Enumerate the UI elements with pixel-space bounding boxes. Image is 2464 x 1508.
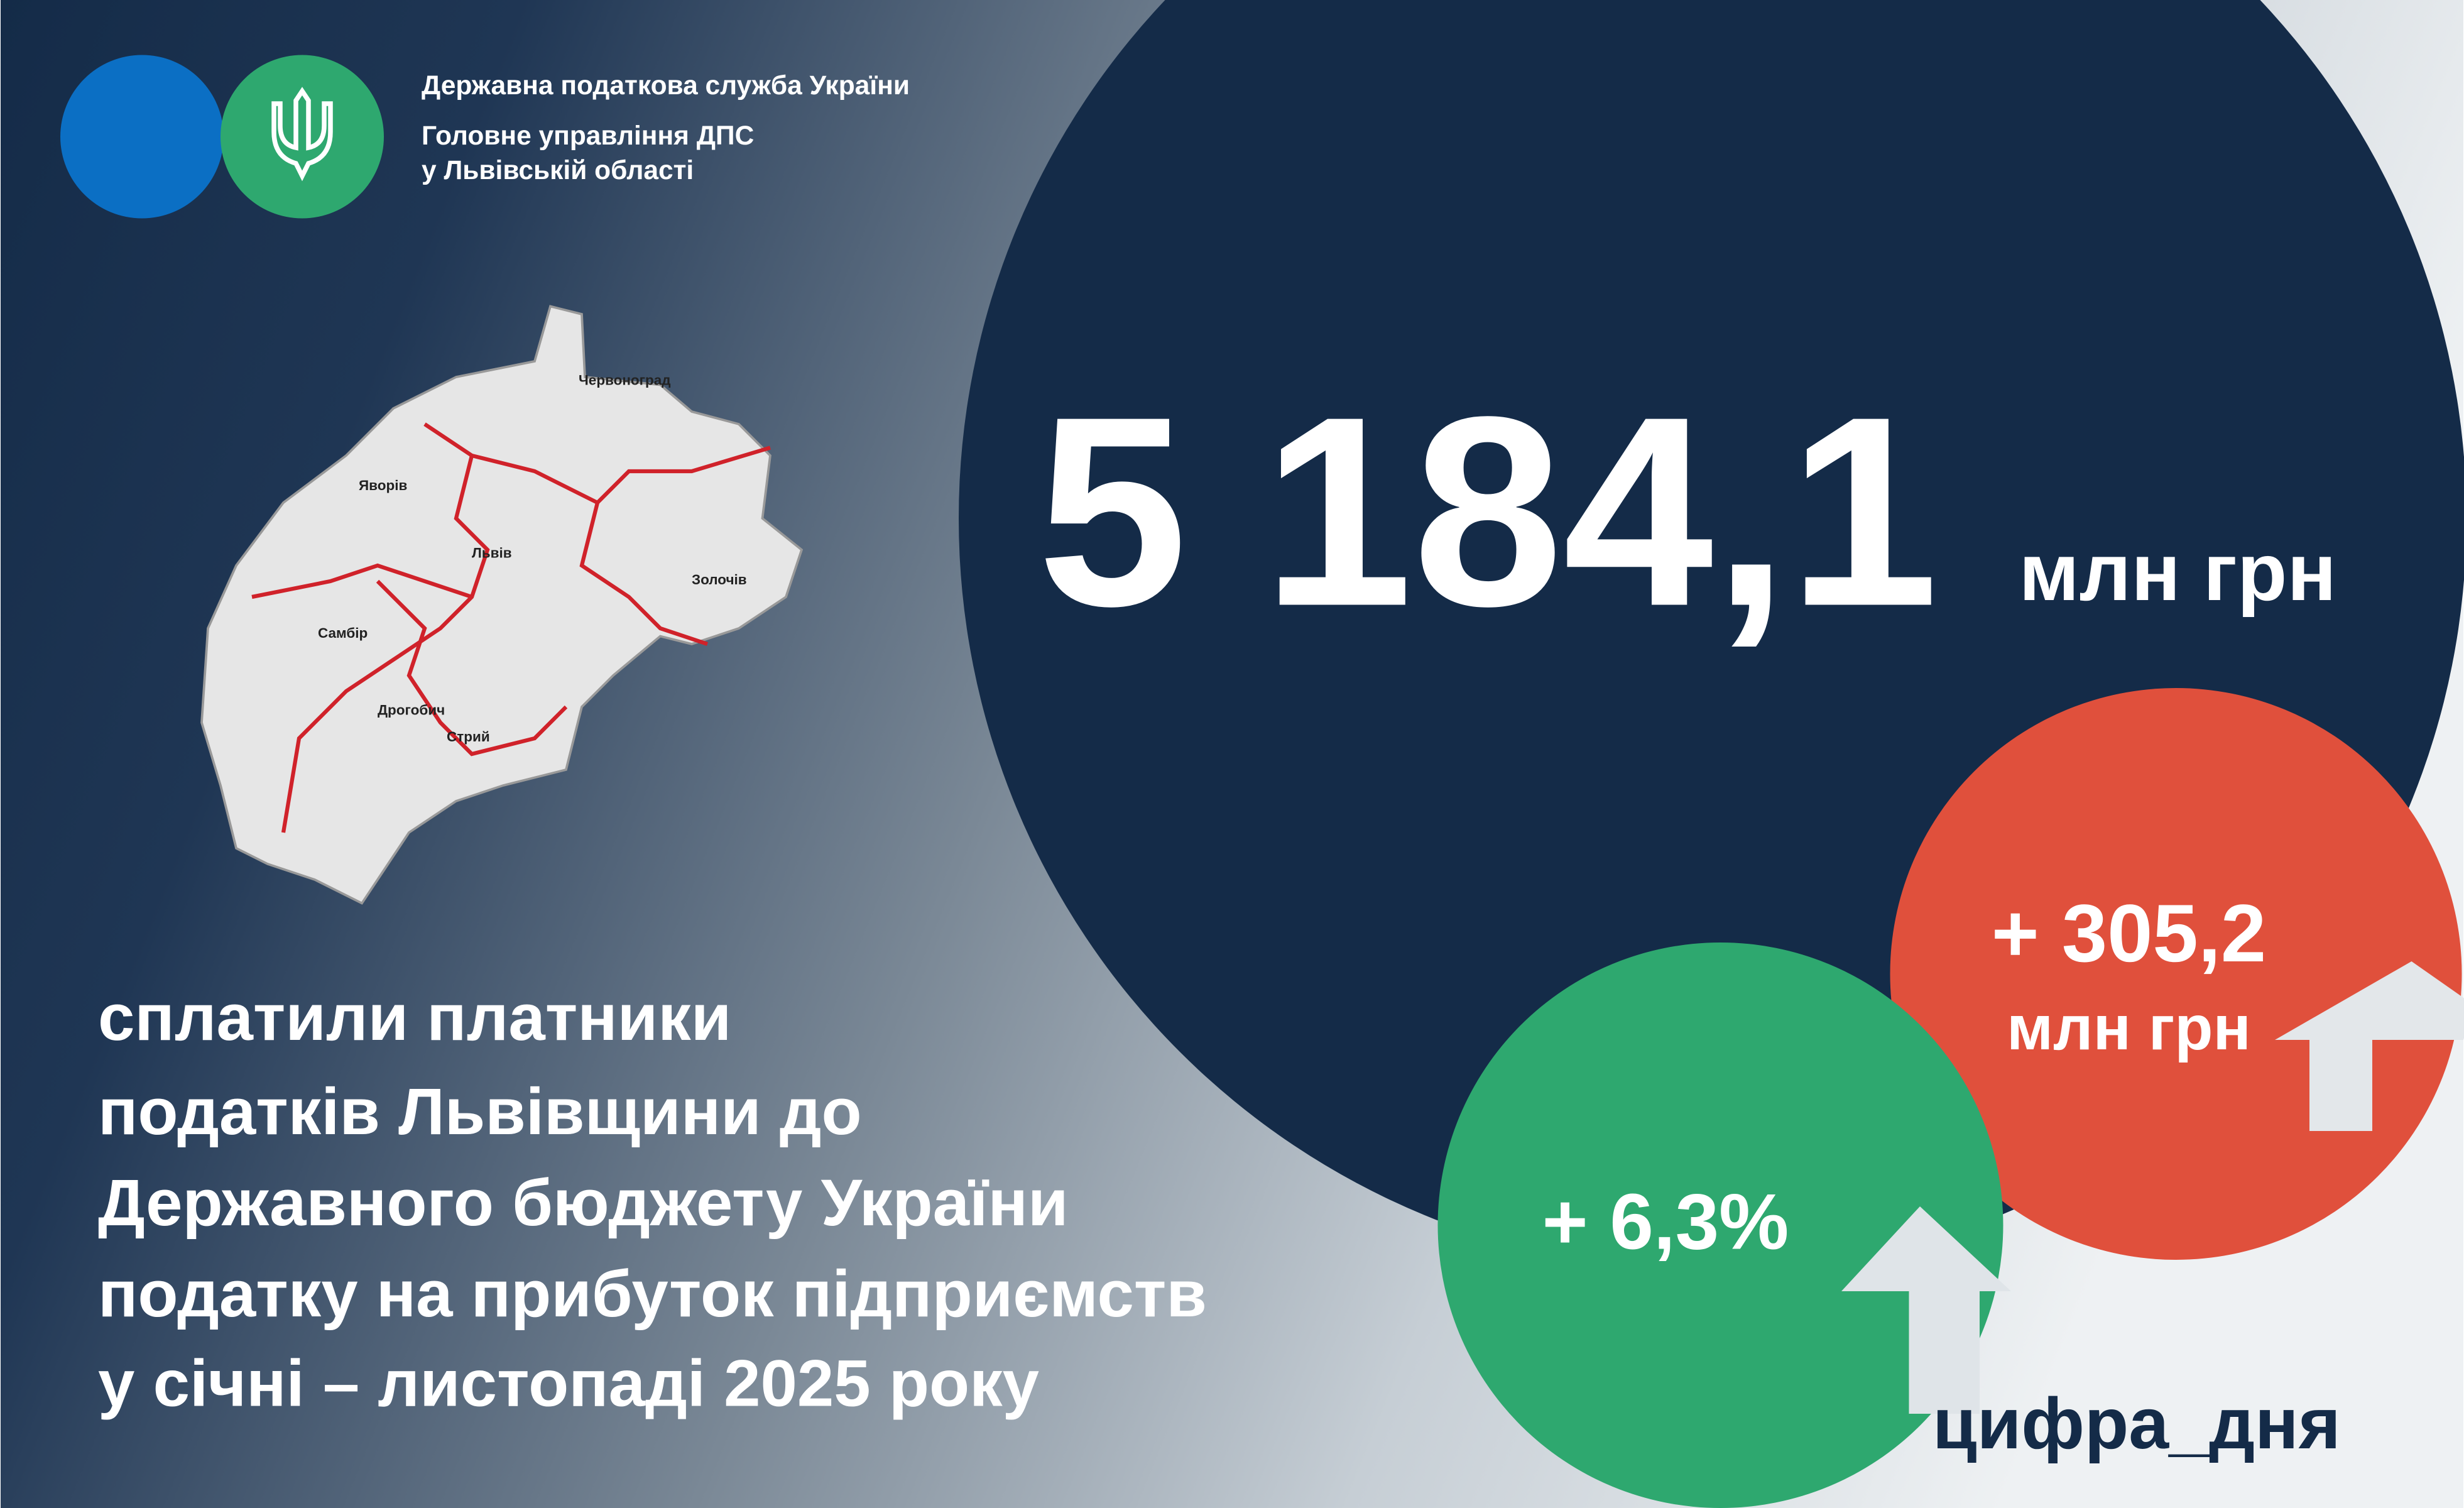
header-line: у Львівській області [422,156,694,185]
map-region [200,305,804,905]
description: сплатили платники податків Львівщини до … [98,981,1207,1421]
map: Червоноград Яворів Львів Самбір Дрогобич… [200,305,804,905]
header-line: Державна податкова служба України [422,71,910,101]
city-label: Золочів [692,572,747,587]
logo-blue [60,55,224,219]
description-line: податку на прибуток підприємств [98,1257,1207,1331]
map-labels: Червоноград Яворів Львів Самбір Дрогобич… [318,373,747,745]
logo-green [221,55,384,219]
description-line: податків Львівщини до [98,1075,862,1149]
city-label: Яворів [359,478,407,493]
arrow [1841,1206,2011,1414]
main-amount: 5 184,1 [1037,361,1939,663]
increase-unit: млн грн [2007,993,2251,1063]
city-label: Дрогобич [378,702,445,718]
city-label: Львів [472,545,512,561]
description-line: у січні – листопаді 2025 року [98,1347,1039,1421]
header-line: Головне управління ДПС [422,121,754,151]
increase-amount: + 305,2 [1992,887,2266,979]
trident [271,87,333,182]
arrow [2275,961,2464,1131]
city-label: Червоноград [579,373,671,388]
main-unit: млн грн [2019,526,2336,618]
percent-circle [1437,942,2003,1508]
map-borders [251,422,771,833]
hashtag: цифра_дня [1932,1384,2341,1464]
description-line: сплатили платники [98,981,731,1054]
description-line: Державного бюджету України [98,1166,1069,1240]
city-label: Самбір [318,625,368,641]
increase-percent: + 6,3% [1542,1179,1789,1266]
city-label: Стрий [447,729,490,745]
header: Державна податкова служба України Головн… [422,71,910,185]
